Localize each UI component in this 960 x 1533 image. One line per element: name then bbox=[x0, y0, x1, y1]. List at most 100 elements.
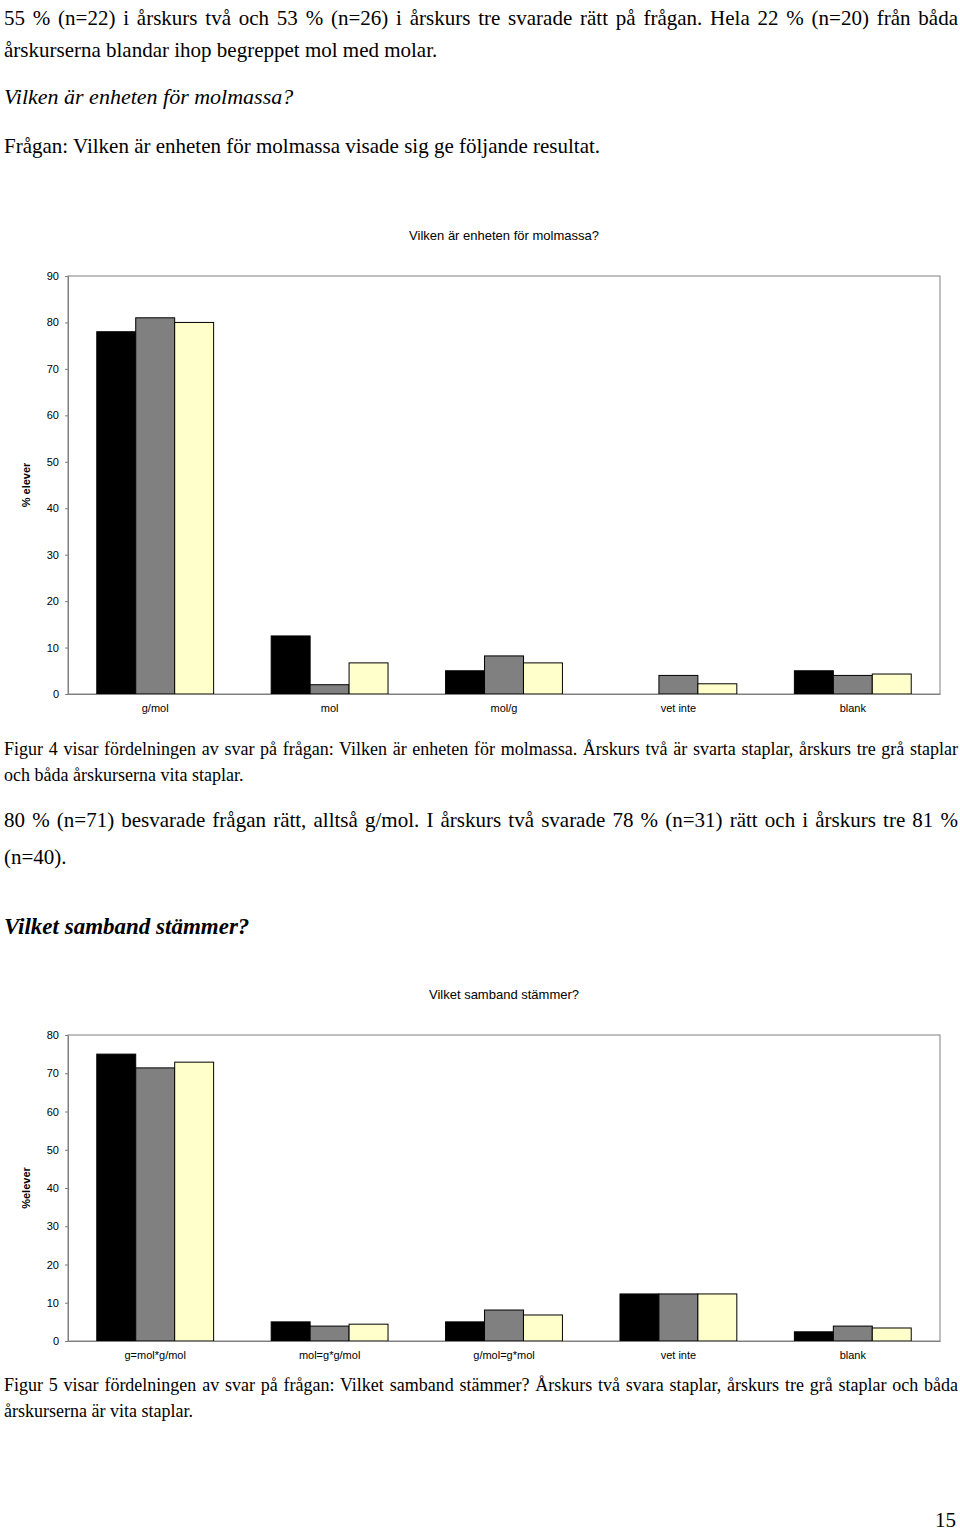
tick-label: 60 bbox=[47, 1106, 59, 1118]
y-tick: 90 bbox=[47, 270, 68, 282]
chart-title: Vilket samband stämmer? bbox=[429, 987, 579, 1002]
bar bbox=[349, 663, 388, 694]
bar bbox=[175, 322, 214, 694]
y-tick: 60 bbox=[47, 409, 68, 421]
y-tick: 20 bbox=[47, 595, 68, 607]
bar bbox=[175, 1062, 214, 1341]
x-tick: mol=g*g/mol bbox=[299, 1341, 360, 1361]
x-tick: blank bbox=[840, 694, 867, 714]
y-tick: 10 bbox=[47, 1297, 68, 1309]
tick-label: vet inte bbox=[661, 1349, 696, 1361]
tick-label: 40 bbox=[47, 1182, 59, 1194]
bar bbox=[485, 1310, 524, 1341]
tick-label: 70 bbox=[47, 1067, 59, 1079]
tick-mark bbox=[65, 462, 68, 463]
tick-label: blank bbox=[840, 1349, 867, 1361]
tick-mark bbox=[65, 415, 68, 416]
tick-mark bbox=[65, 322, 68, 323]
x-tick: mol bbox=[321, 694, 339, 714]
paragraph: 80 % (n=71) besvarade frågan rätt, allts… bbox=[4, 802, 958, 876]
y-tick: 70 bbox=[47, 1067, 68, 1079]
section-heading: Vilket samband stämmer? bbox=[4, 912, 958, 942]
bar bbox=[620, 1294, 659, 1341]
bar bbox=[446, 1322, 485, 1341]
y-tick: 20 bbox=[47, 1259, 68, 1271]
bar bbox=[698, 1294, 737, 1341]
tick-label: mol bbox=[321, 702, 339, 714]
bar bbox=[833, 1326, 872, 1341]
tick-label: 80 bbox=[47, 316, 59, 328]
tick-label: 30 bbox=[47, 549, 59, 561]
tick-label: g/mol=g*mol bbox=[473, 1349, 534, 1361]
tick-label: 0 bbox=[53, 1335, 59, 1347]
x-tick: vet inte bbox=[661, 1341, 696, 1361]
y-axis-title: %elever bbox=[20, 1166, 32, 1208]
bar bbox=[698, 684, 737, 694]
tick-mark bbox=[65, 276, 68, 277]
tick-label: 20 bbox=[47, 1259, 59, 1271]
axis-line bbox=[65, 277, 69, 695]
axis-line bbox=[69, 694, 941, 695]
bar bbox=[523, 1315, 562, 1341]
tick-mark bbox=[65, 1303, 68, 1304]
bar bbox=[872, 1328, 911, 1341]
plot-frame bbox=[68, 276, 940, 694]
bar bbox=[136, 1068, 175, 1341]
bar bbox=[833, 675, 872, 694]
bar bbox=[659, 675, 698, 694]
y-tick: 10 bbox=[47, 642, 68, 654]
figure-caption: Figur 5 visar fördelningen av svar på fr… bbox=[4, 1372, 958, 1424]
tick-mark bbox=[65, 1188, 68, 1189]
tick-mark bbox=[65, 1341, 68, 1342]
x-tick: g/mol=g*mol bbox=[473, 1341, 534, 1361]
tick-mark bbox=[65, 508, 68, 509]
bar bbox=[620, 694, 659, 695]
tick-mark bbox=[65, 648, 68, 649]
tick-label: 0 bbox=[53, 688, 59, 700]
tick-mark bbox=[65, 369, 68, 370]
section-heading: Vilken är enheten för molmassa? bbox=[4, 82, 958, 112]
bar bbox=[271, 636, 310, 694]
bar bbox=[97, 1054, 136, 1341]
tick-mark bbox=[65, 694, 68, 695]
y-tick: 0 bbox=[53, 688, 68, 700]
tick-mark bbox=[65, 1035, 68, 1036]
bar bbox=[136, 318, 175, 694]
y-axis: 0 10 20 30 40 50 60 70 80 bbox=[47, 1029, 69, 1347]
tick-mark bbox=[65, 1073, 68, 1074]
tick-label: blank bbox=[840, 702, 867, 714]
tick-label: g=mol*g/mol bbox=[124, 1349, 185, 1361]
tick-label: mol=g*g/mol bbox=[299, 1349, 360, 1361]
bar bbox=[310, 1326, 349, 1341]
bar bbox=[271, 1322, 310, 1341]
bar bbox=[523, 663, 562, 694]
tick-label: 60 bbox=[47, 409, 59, 421]
bar bbox=[794, 671, 833, 694]
tick-mark bbox=[65, 1265, 68, 1266]
tick-mark bbox=[65, 555, 68, 556]
y-tick: 40 bbox=[47, 502, 68, 514]
bar bbox=[659, 1294, 698, 1341]
x-axis: g=mol*g/mol mol=g*g/mol g/mol=g*mol vet int… bbox=[69, 1341, 941, 1361]
bar bbox=[485, 656, 524, 694]
y-tick: 50 bbox=[47, 1144, 68, 1156]
y-tick: 50 bbox=[47, 456, 68, 468]
tick-label: 10 bbox=[47, 1297, 59, 1309]
tick-mark bbox=[65, 601, 68, 602]
bar bbox=[794, 1332, 833, 1341]
intro-paragraph: 55 % (n=22) i årskurs två och 53 % (n=26… bbox=[4, 2, 958, 66]
y-tick: 30 bbox=[47, 549, 68, 561]
y-tick: 80 bbox=[47, 1029, 68, 1041]
y-tick: 0 bbox=[53, 1335, 68, 1347]
axis-line bbox=[69, 1341, 941, 1342]
y-tick: 30 bbox=[47, 1220, 68, 1232]
tick-label: vet inte bbox=[661, 702, 696, 714]
paragraph: Frågan: Vilken är enheten för molmassa v… bbox=[4, 130, 958, 162]
x-tick: vet inte bbox=[661, 694, 696, 714]
y-axis: 0 10 20 30 40 50 60 70 80 90 bbox=[47, 270, 69, 700]
x-tick: g=mol*g/mol bbox=[124, 1341, 185, 1361]
tick-mark bbox=[65, 1150, 68, 1151]
y-tick: 70 bbox=[47, 363, 68, 375]
x-tick: blank bbox=[840, 1341, 867, 1361]
tick-label: 80 bbox=[47, 1029, 59, 1041]
